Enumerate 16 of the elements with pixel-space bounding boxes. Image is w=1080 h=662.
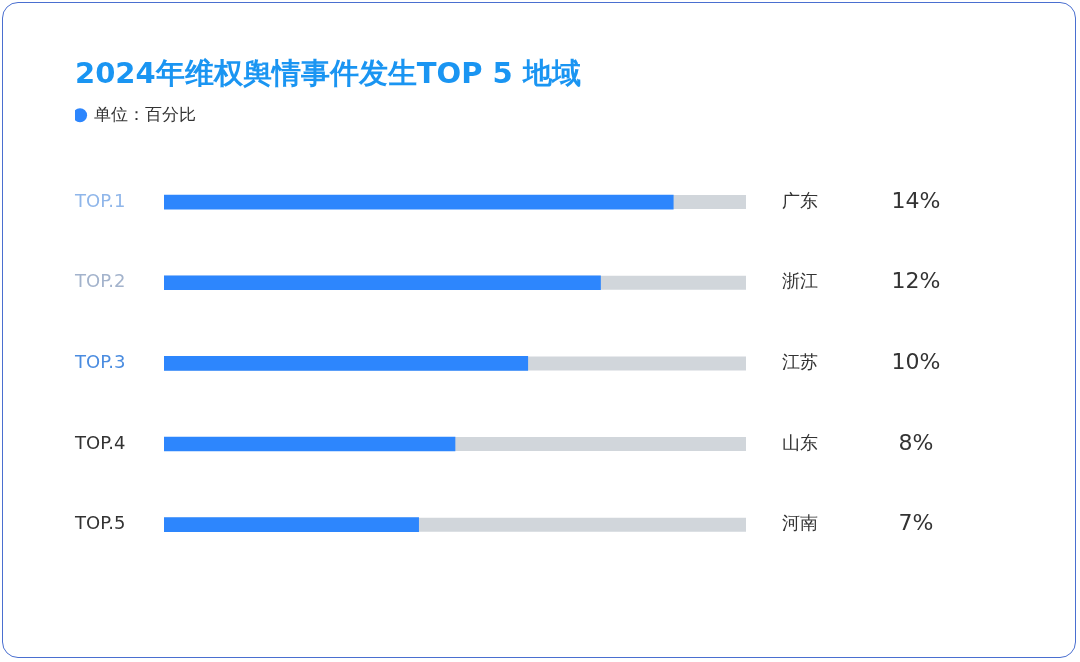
data-label: 12% — [891, 268, 941, 294]
chart-title: 2024年维权舆情事件发生TOP 5 地域 — [75, 55, 581, 90]
text: TOP.5 — [74, 512, 126, 534]
data-label: 10% — [891, 349, 941, 375]
y-tick-label: 山东 — [782, 431, 818, 453]
text: TOP.4 — [74, 431, 126, 453]
text: TOP.1 — [74, 189, 126, 211]
data-label: 7% — [898, 510, 934, 536]
text: TOP.3 — [74, 351, 126, 373]
data-label: 8% — [898, 429, 934, 455]
y-tick-label: 浙江 — [782, 270, 818, 292]
y-tick-label: 江苏 — [782, 351, 818, 373]
y-tick-label: 河南 — [782, 512, 818, 534]
data-label: 14% — [891, 187, 941, 213]
text: TOP.2 — [74, 270, 126, 292]
y-tick-label: 广东 — [782, 189, 818, 211]
